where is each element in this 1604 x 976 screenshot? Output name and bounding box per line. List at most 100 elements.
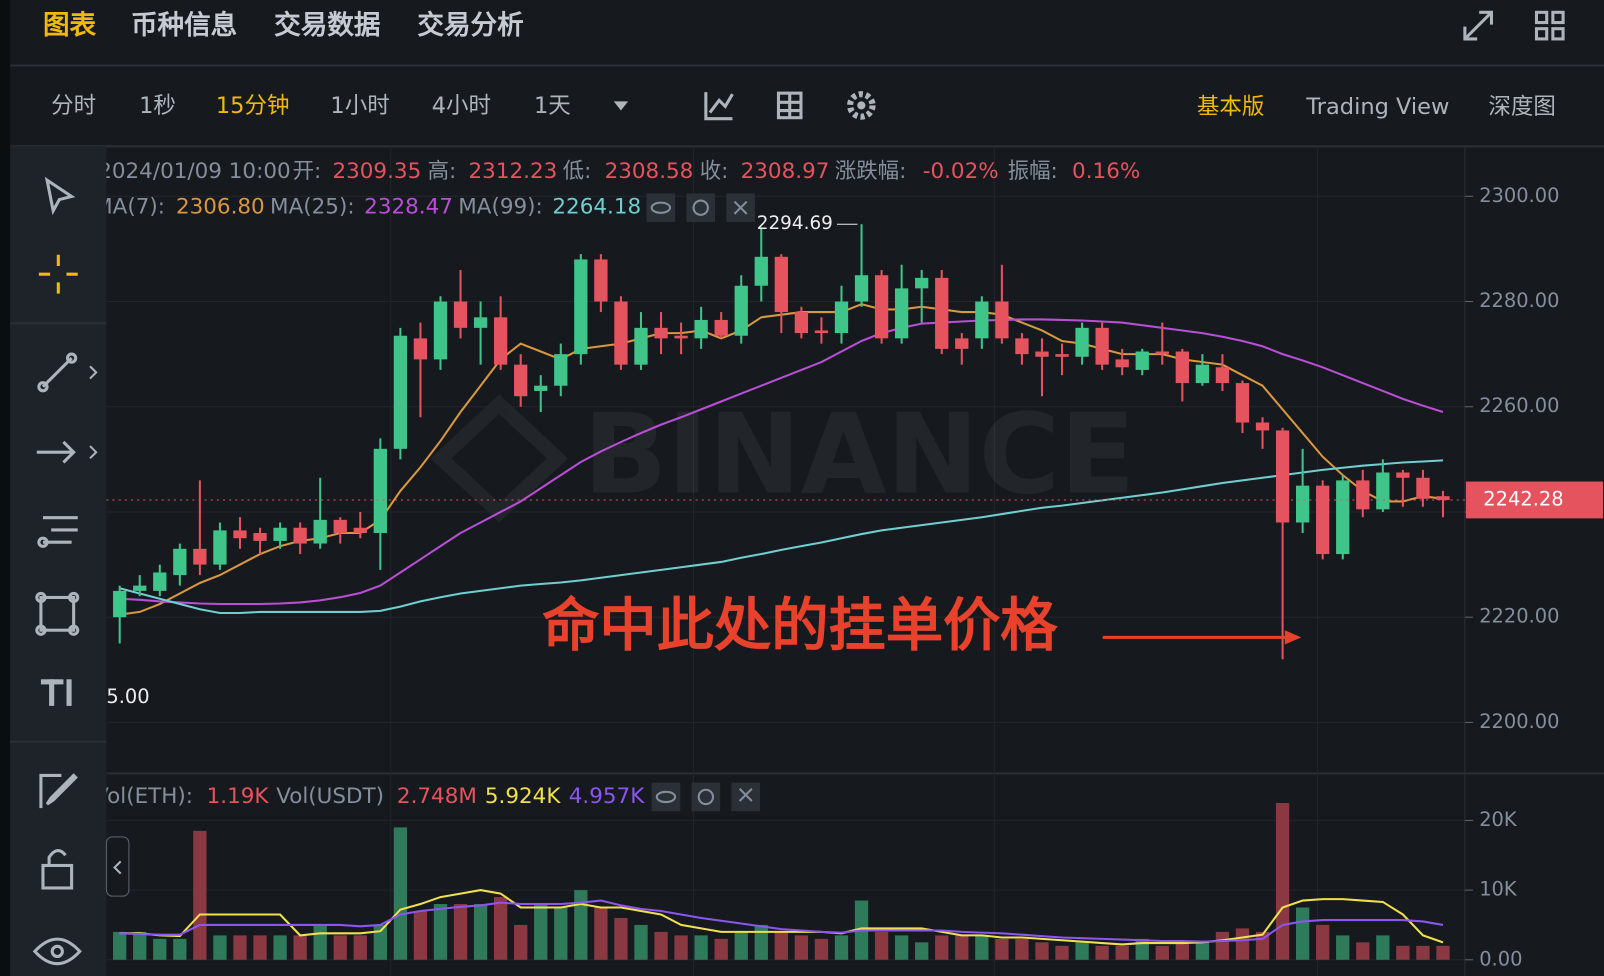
y-tick-label: 2220.00 [1479, 605, 1559, 628]
interval[interactable]: 1小时 [330, 93, 389, 119]
shape-tool[interactable] [35, 591, 80, 636]
candle-body [113, 590, 127, 618]
volume-bar [674, 935, 688, 960]
label: 高: [428, 159, 457, 184]
interval[interactable]: 分时 [51, 93, 96, 119]
candle-body [534, 385, 548, 391]
candle-body [554, 354, 568, 386]
volume-bar [1235, 928, 1250, 960]
candle-body [814, 330, 829, 334]
volume-bar [955, 935, 969, 960]
volume-bar [313, 924, 327, 960]
settings-button[interactable] [686, 193, 716, 223]
volume-bar [213, 935, 227, 960]
candle-body [193, 548, 207, 565]
candle-body [1235, 383, 1250, 423]
volume-bar [594, 907, 608, 960]
candle-body [1416, 477, 1430, 499]
interval[interactable]: 4小时 [432, 93, 491, 119]
volume-bar [654, 931, 668, 960]
close-button[interactable] [731, 782, 761, 812]
view-option[interactable]: 基本版 [1197, 94, 1265, 120]
vol-name: Vol(USDT) [276, 784, 384, 809]
candle-body [453, 301, 468, 328]
candle-body [1336, 480, 1350, 555]
volume-bar [133, 931, 147, 960]
candle-body [1195, 364, 1210, 384]
tab[interactable]: 币种信息 [131, 10, 237, 41]
volume-bar [1215, 931, 1230, 960]
eye-button[interactable] [651, 782, 681, 812]
line-tool[interactable] [37, 352, 98, 393]
tab[interactable]: 交易数据 [274, 10, 380, 41]
candle-body [1436, 496, 1450, 500]
dropdown[interactable] [613, 101, 629, 111]
arrow-tool[interactable] [36, 440, 98, 464]
candle-body [433, 301, 448, 360]
candle-body [153, 572, 167, 591]
candle-body [1075, 327, 1089, 357]
candle-body [233, 530, 247, 539]
volume-bar [1035, 942, 1049, 960]
volume-bar [1295, 907, 1310, 960]
volume-bar [554, 907, 568, 960]
candle-body [213, 530, 227, 565]
edit-tool[interactable] [39, 773, 78, 809]
close-button[interactable] [726, 193, 755, 223]
fullscreen-icon[interactable] [1463, 10, 1494, 41]
view-option[interactable]: 深度图 [1488, 94, 1556, 120]
ma-value: 2328.47 [364, 195, 453, 220]
volume-bar [614, 917, 628, 960]
volume-ma-line [119, 899, 1444, 943]
candle-body [574, 259, 588, 355]
tab[interactable]: 图表 [43, 10, 97, 41]
arrow-head [1284, 630, 1302, 645]
cursor-tool[interactable] [44, 176, 76, 216]
interval[interactable]: 15分钟 [216, 93, 290, 119]
collapse-button[interactable] [105, 836, 130, 897]
volume-bar [273, 935, 287, 960]
volume-bar [1175, 942, 1189, 960]
volume-bar [1195, 942, 1210, 960]
candle-body [894, 288, 909, 339]
interval[interactable]: 1秒 [139, 93, 176, 119]
volume-bar [153, 938, 167, 960]
eye-tool[interactable] [32, 937, 82, 966]
text-tool[interactable] [40, 679, 72, 706]
candle-body [794, 312, 809, 334]
candle-body [1055, 354, 1069, 357]
candle-body [293, 527, 307, 544]
indicator-icon[interactable] [704, 92, 734, 121]
fib-tool[interactable] [37, 516, 78, 548]
crosshair-tool[interactable] [38, 254, 78, 294]
volume-bar [995, 938, 1009, 960]
y-tick-label: 2260.00 [1479, 394, 1559, 417]
grid-icon[interactable] [776, 91, 803, 120]
lock-tool[interactable] [41, 849, 74, 890]
view-option[interactable]: Trading View [1305, 94, 1449, 120]
candle-body [253, 533, 267, 541]
interval[interactable]: 1天 [534, 93, 571, 119]
value: 2312.23 [469, 159, 558, 184]
eye-button[interactable] [646, 193, 676, 223]
volume-bar [333, 935, 347, 960]
volume-bar [1436, 945, 1450, 960]
settings-icon[interactable] [847, 91, 876, 120]
volume-bar [1356, 942, 1370, 960]
volume-bar [834, 935, 849, 960]
layout-icon[interactable] [1534, 10, 1565, 41]
candle-body [1135, 351, 1149, 370]
volume-bar [433, 904, 448, 960]
volume-bar [694, 935, 708, 960]
annotation: 命中此处的挂单价格 [542, 592, 1058, 659]
candle-body [333, 519, 347, 534]
candle-body [473, 317, 488, 328]
settings-button[interactable] [691, 782, 721, 812]
candle-body [1255, 422, 1270, 431]
last-price-label: 2242.28 [1483, 487, 1563, 510]
volume-bar [1095, 945, 1109, 960]
tab[interactable]: 交易分析 [417, 10, 523, 41]
volume-bar [634, 924, 648, 960]
volume-bar [393, 827, 408, 960]
